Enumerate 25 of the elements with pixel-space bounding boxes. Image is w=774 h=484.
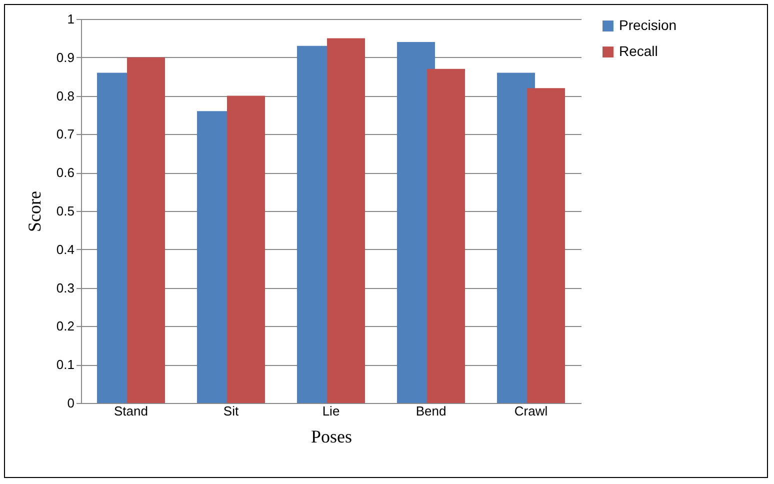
x-tick-label: Bend xyxy=(416,404,446,418)
legend-label: Recall xyxy=(619,43,658,59)
y-tick-label: 0.3 xyxy=(56,280,74,296)
y-tick-label: 0.5 xyxy=(56,204,74,218)
y-tick-label: 0.9 xyxy=(56,50,74,65)
y-axis-title: Score xyxy=(24,191,44,232)
y-tick-label: 0.7 xyxy=(56,126,74,142)
x-tick-label: Stand xyxy=(114,404,148,418)
x-tick-label: Lie xyxy=(322,404,340,418)
bar xyxy=(527,88,565,403)
x-axis-title: Poses xyxy=(310,426,352,446)
bar xyxy=(327,38,365,403)
y-tick-label: 0.1 xyxy=(56,357,74,372)
x-tick-label: Sit xyxy=(223,404,239,418)
legend-label: Precision xyxy=(619,17,677,33)
bar xyxy=(227,96,265,403)
bar xyxy=(127,57,165,403)
y-tick-label: 0.4 xyxy=(56,242,74,257)
y-tick-label: 1 xyxy=(67,12,74,26)
bar xyxy=(427,68,465,403)
y-tick-label: 0.8 xyxy=(56,88,74,104)
y-tick-label: 0.6 xyxy=(56,165,74,180)
y-tick-label: 0.2 xyxy=(56,318,74,334)
x-tick-label: Crawl xyxy=(514,404,548,418)
y-tick-label: 0 xyxy=(67,396,74,410)
